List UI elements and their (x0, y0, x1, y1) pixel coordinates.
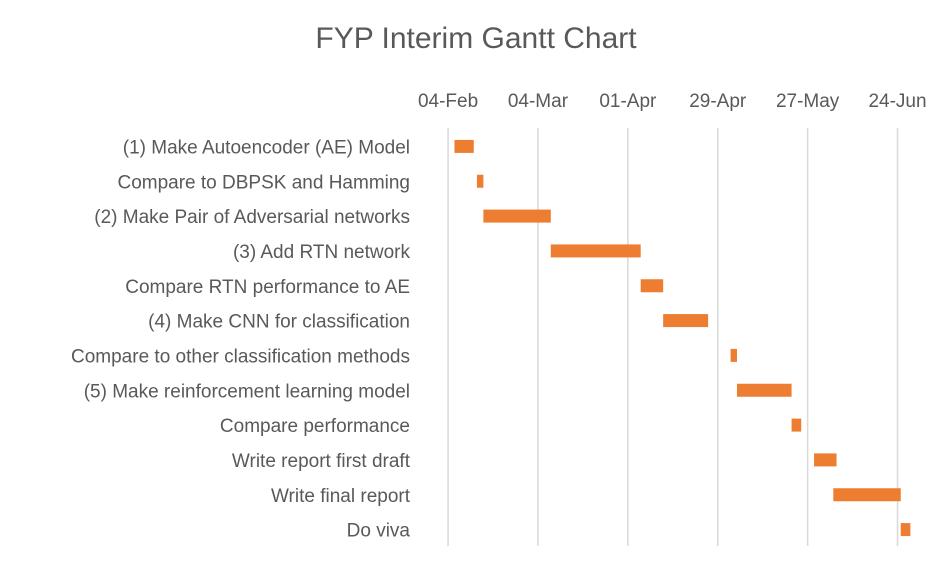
task-bar (737, 383, 792, 397)
task-label: (4) Make CNN for classification (148, 312, 410, 333)
task-label: Compare to other classification methods (71, 346, 410, 367)
x-tick-label: 27-May (776, 91, 840, 112)
x-tick-label: 04-Feb (418, 91, 478, 112)
chart-title: FYP Interim Gantt Chart (315, 22, 637, 55)
task-bar (483, 209, 551, 223)
task-bar (640, 279, 664, 293)
task-label: (1) Make Autoencoder (AE) Model (123, 137, 410, 158)
x-tick-label: 01-Apr (599, 91, 657, 112)
task-bar (730, 348, 737, 362)
x-tick-label: 04-Mar (508, 91, 569, 112)
task-bar (833, 488, 901, 502)
task-label: Do viva (347, 521, 411, 542)
task-bar (454, 139, 474, 153)
task-bar (550, 244, 641, 258)
task-label: Compare RTN performance to AE (125, 277, 410, 298)
task-label: Compare to DBPSK and Hamming (117, 172, 410, 193)
task-bar (663, 314, 709, 328)
gridlines-group (447, 128, 899, 546)
task-label: (5) Make reinforcement learning model (84, 381, 410, 402)
task-labels-group: (1) Make Autoencoder (AE) Model Compare t… (71, 137, 411, 541)
task-label: (3) Add RTN network (233, 242, 411, 263)
task-label: Compare performance (220, 416, 410, 437)
task-bar (791, 418, 802, 432)
x-tick-label: 24-Jun (868, 91, 926, 112)
task-bar (900, 523, 911, 537)
task-bar (814, 453, 837, 467)
x-tick-labels-group: 04-Feb 04-Mar 01-Apr 29-Apr 27-May 24-Jun (418, 91, 927, 112)
task-label: Write final report (271, 486, 411, 507)
x-tick-label: 29-Apr (689, 91, 747, 112)
task-label: (2) Make Pair of Adversarial networks (94, 207, 410, 228)
task-bars-group (454, 139, 911, 537)
task-bar (476, 174, 484, 188)
task-label: Write report first draft (232, 451, 411, 472)
